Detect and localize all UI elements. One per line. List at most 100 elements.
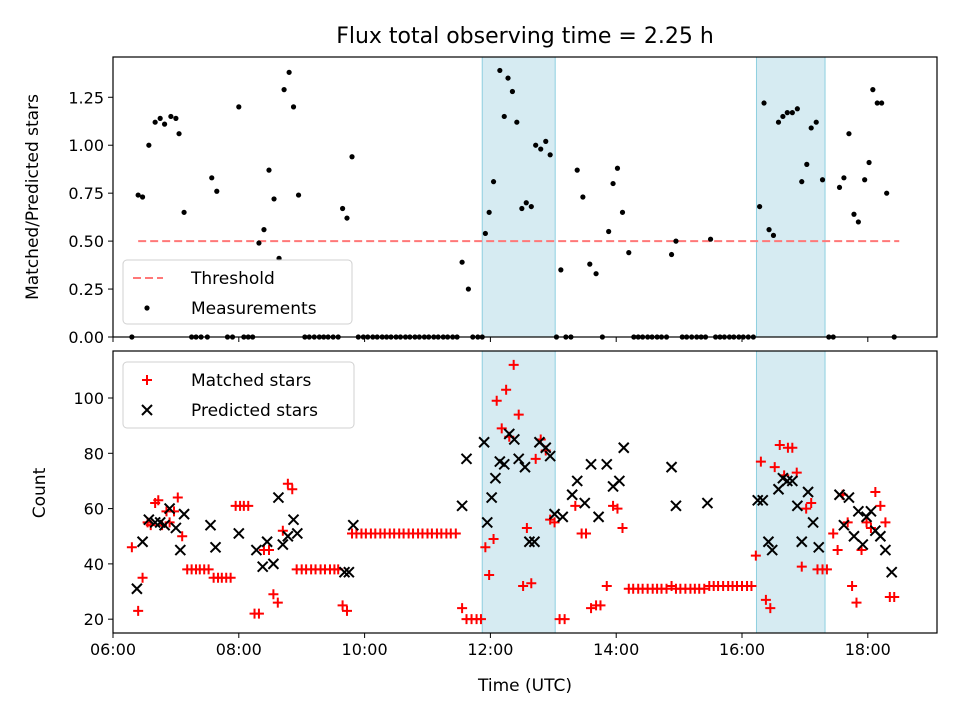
data-point	[519, 205, 525, 212]
data-point	[459, 259, 465, 265]
data-point	[271, 196, 277, 202]
data-point	[870, 487, 881, 497]
data-point	[488, 534, 499, 544]
data-point	[173, 115, 179, 121]
data-point	[786, 475, 799, 487]
data-point	[290, 104, 297, 110]
data-point	[762, 536, 775, 548]
data-point	[865, 522, 876, 533]
data-point	[181, 209, 187, 215]
shaded-interval-0	[481, 350, 556, 634]
data-point	[341, 605, 352, 616]
data-point	[866, 159, 872, 166]
data-point	[774, 440, 785, 450]
data-point	[558, 267, 564, 273]
data-point	[601, 458, 613, 471]
data-point	[851, 597, 862, 608]
data-point	[484, 569, 495, 580]
x-tick-label: 10:00	[342, 640, 388, 659]
data-point	[592, 511, 605, 523]
y-tick-label: 100	[73, 389, 104, 408]
shaded-interval-1	[755, 350, 826, 634]
data-point	[478, 436, 490, 448]
data-point	[498, 458, 510, 471]
data-point	[875, 500, 886, 511]
y-tick-label: 0.00	[68, 328, 104, 347]
data-point	[701, 497, 714, 509]
data-point	[559, 614, 570, 625]
x-tick-label: 06:00	[90, 640, 136, 659]
data-point	[796, 536, 808, 548]
data-point	[617, 522, 628, 533]
data-point	[521, 522, 532, 533]
data-point	[485, 491, 498, 504]
data-point	[851, 211, 857, 217]
data-point	[480, 542, 491, 553]
data-point	[169, 506, 180, 517]
data-point	[540, 442, 552, 454]
data-point	[571, 475, 583, 487]
data-point	[806, 498, 817, 509]
chart-title: Flux total observing time = 2.25 h	[336, 24, 714, 49]
y-tick-label: 1.00	[68, 136, 104, 155]
data-point	[489, 472, 502, 484]
data-point	[277, 538, 289, 551]
data-point	[574, 167, 580, 173]
data-point	[761, 100, 767, 106]
data-point	[214, 188, 220, 194]
data-point	[547, 152, 553, 158]
data-point	[177, 531, 188, 542]
data-point	[544, 450, 556, 462]
data-point	[606, 228, 612, 235]
data-point	[203, 564, 214, 575]
data-point	[519, 461, 531, 473]
data-point	[157, 115, 163, 121]
data-point	[286, 69, 292, 75]
plot-frame	[112, 350, 938, 634]
y-tick-label: 0.75	[68, 184, 104, 203]
data-point	[337, 600, 348, 611]
data-point	[174, 544, 187, 556]
data-point	[870, 87, 876, 93]
series-predicted-stars	[131, 428, 898, 595]
data-point	[699, 583, 710, 594]
data-point	[460, 453, 473, 465]
data-point	[168, 113, 174, 120]
data-point	[347, 519, 359, 531]
data-point	[808, 125, 814, 131]
data-point	[457, 603, 468, 614]
data-point	[766, 544, 778, 556]
data-point	[765, 603, 776, 614]
data-point	[256, 560, 269, 573]
data-point	[757, 203, 763, 210]
data-point	[769, 462, 780, 473]
legend-x-swatch	[141, 404, 153, 416]
data-point	[874, 100, 880, 106]
data-point	[626, 250, 632, 256]
data-point	[746, 581, 757, 591]
data-point	[670, 500, 682, 512]
data-point	[813, 541, 825, 554]
bottom-ylabel: Count	[30, 467, 50, 518]
data-point	[673, 238, 679, 244]
data-point	[579, 497, 591, 509]
data-point	[752, 494, 764, 507]
data-point	[501, 384, 512, 395]
legend-label: Threshold	[190, 269, 275, 289]
data-point	[282, 478, 293, 489]
data-point	[287, 513, 300, 526]
data-point	[847, 581, 858, 591]
x-tick-label: 08:00	[216, 640, 262, 659]
series-measurements	[129, 67, 897, 340]
data-point	[209, 175, 215, 181]
data-point	[614, 165, 621, 171]
data-point	[880, 517, 891, 528]
data-point	[772, 483, 785, 495]
y-tick-label: 0.25	[68, 280, 104, 299]
data-point	[828, 528, 839, 539]
data-point	[281, 87, 287, 93]
data-point	[277, 525, 288, 536]
data-point	[879, 544, 892, 556]
data-point	[580, 194, 586, 200]
data-point	[133, 605, 144, 616]
